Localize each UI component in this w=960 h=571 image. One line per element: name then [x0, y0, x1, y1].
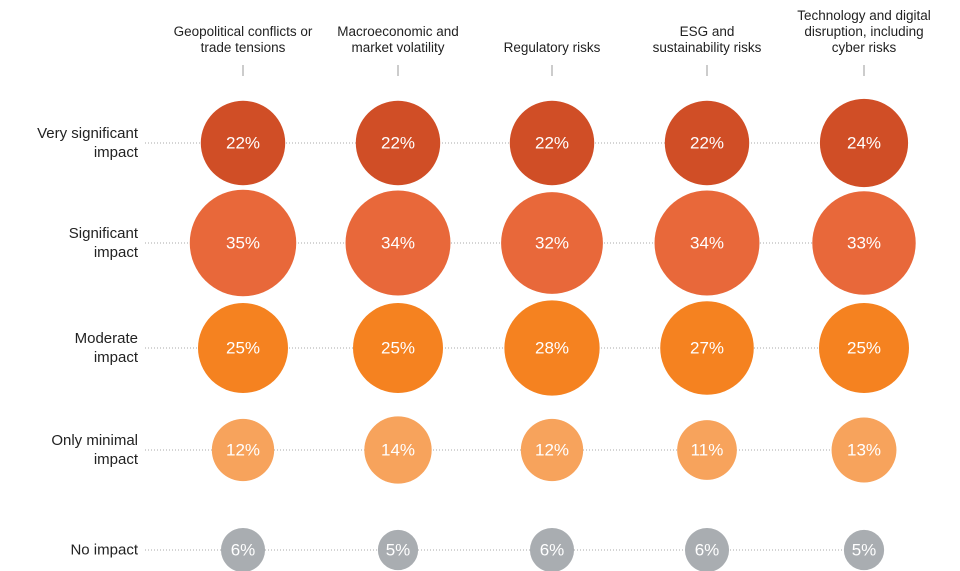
bubble-label: 5% [386, 541, 411, 560]
bubble [200, 100, 286, 186]
row-label: Only minimal impact [51, 432, 138, 468]
bubble [189, 189, 297, 297]
row-label: Moderate impact [74, 330, 138, 366]
bubble-label: 35% [226, 234, 260, 253]
bubble [529, 527, 575, 571]
bubble-label: 34% [381, 234, 415, 253]
column-label: Geopolitical conflicts or trade tensions [173, 24, 313, 55]
column-label: Technology and digital disruption, inclu… [797, 8, 931, 55]
bubble-label: 11% [691, 441, 724, 460]
bubble [664, 100, 750, 186]
bubble [812, 191, 916, 295]
bubble [677, 420, 737, 480]
bubble-label: 24% [847, 134, 881, 153]
bubble-label: 28% [535, 339, 569, 358]
bubble-label: 34% [690, 234, 724, 253]
bubble-label: 6% [540, 541, 565, 560]
column-label: Regulatory risks [503, 40, 601, 55]
bubble [220, 527, 266, 571]
bubble-label: 25% [381, 339, 415, 358]
bubble-label: 22% [690, 134, 724, 153]
bubble [353, 303, 443, 393]
bubble [377, 529, 419, 571]
bubble [211, 418, 275, 482]
bubble [355, 100, 441, 186]
column-label: Macroeconomic and market volatility [337, 24, 459, 55]
bubble [501, 192, 603, 294]
bubble-label: 22% [381, 134, 415, 153]
bubble [654, 190, 760, 296]
bubble-label: 32% [535, 234, 569, 253]
bubble [520, 418, 584, 482]
bubble [345, 190, 451, 296]
bubble-label: 25% [847, 339, 881, 358]
bubble [831, 417, 897, 483]
bubble-label: 6% [695, 541, 720, 560]
bubble [684, 527, 730, 571]
bubble [660, 301, 754, 395]
bubble [819, 98, 909, 188]
bubble-label: 22% [226, 134, 260, 153]
bubble-label: 25% [226, 339, 260, 358]
bubble-label: 6% [231, 541, 256, 560]
bubble [843, 529, 885, 571]
bubble [504, 300, 600, 396]
row-label: Very significant impact [37, 125, 138, 161]
bubble-label: 13% [847, 441, 881, 460]
bubble-label: 27% [690, 339, 724, 358]
bubble-label: 12% [226, 441, 260, 460]
bubble-label: 12% [535, 441, 569, 460]
row-label: Significant impact [68, 225, 138, 261]
bubble [819, 303, 909, 393]
bubble-label: 22% [535, 134, 569, 153]
row-label: No impact [70, 541, 138, 559]
column-label: ESG and sustainability risks [652, 24, 762, 55]
bubble-label: 33% [847, 234, 881, 253]
bubble-label: 14% [381, 441, 415, 460]
bubble [509, 100, 595, 186]
bubble [364, 416, 432, 484]
bubble-label: 5% [852, 541, 877, 560]
bubble [198, 303, 288, 393]
